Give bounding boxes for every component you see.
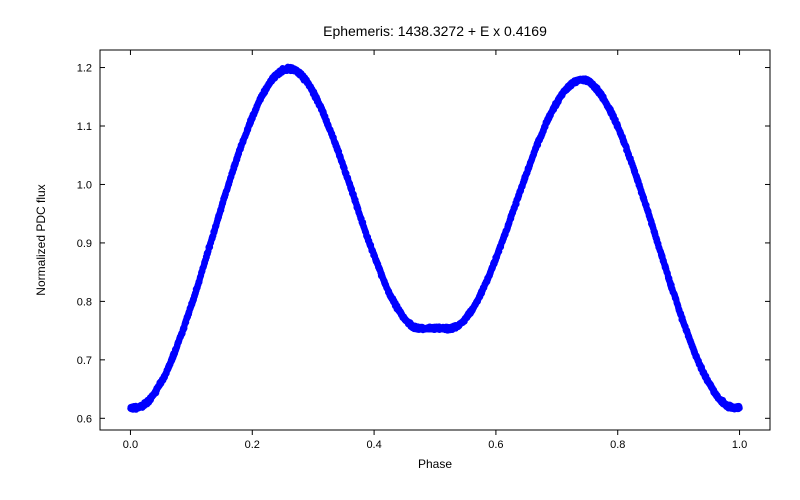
y-tick-label: 0.8 bbox=[77, 296, 92, 308]
y-tick-label: 0.7 bbox=[77, 355, 92, 367]
y-tick-label: 1.2 bbox=[77, 63, 92, 75]
x-tick-label: 0.2 bbox=[245, 439, 260, 451]
chart-title: Ephemeris: 1438.3272 + E x 0.4169 bbox=[323, 23, 547, 39]
x-tick-label: 0.6 bbox=[488, 439, 503, 451]
x-tick-label: 0.4 bbox=[366, 439, 381, 451]
x-tick-label: 0.8 bbox=[610, 439, 625, 451]
y-tick-label: 0.9 bbox=[77, 238, 92, 250]
y-tick-label: 0.6 bbox=[77, 413, 92, 425]
x-tick-label: 1.0 bbox=[732, 439, 747, 451]
y-tick-label: 1.0 bbox=[77, 179, 92, 191]
axes-box bbox=[100, 50, 770, 430]
chart-container: 0.0 0.2 0.4 0.6 0.8 1.0 0.6 0.7 0.8 0.9 1.0 1.1 1.2… bbox=[0, 0, 800, 500]
x-tick-label: 0.0 bbox=[123, 439, 138, 451]
x-axis-label: Phase bbox=[418, 457, 452, 471]
y-axis-label: Normalized PDC flux bbox=[34, 184, 48, 295]
y-tick-label: 1.1 bbox=[77, 121, 92, 133]
light-curve-chart: 0.0 0.2 0.4 0.6 0.8 1.0 0.6 0.7 0.8 0.9 1.0 1.1 1.2… bbox=[0, 0, 800, 500]
